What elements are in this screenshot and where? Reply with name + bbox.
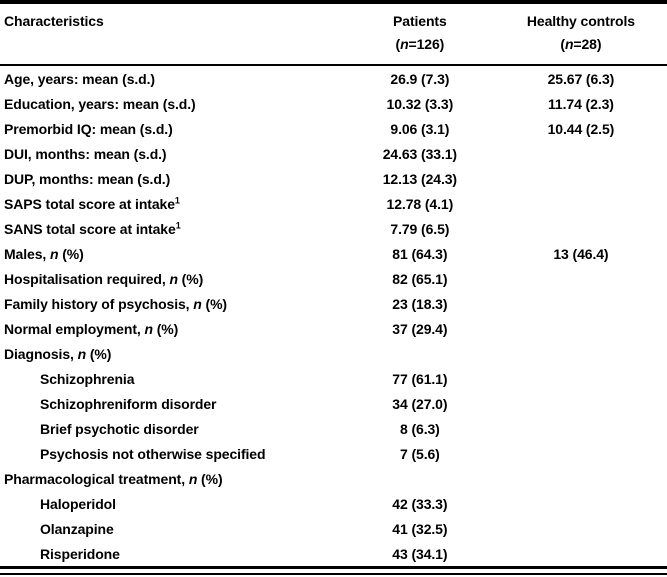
row-label: Males, n (%): [4, 245, 84, 262]
bottom-rule-gap: [0, 569, 667, 573]
table-row: DUP, months: mean (s.d.) 12.13 (24.3): [0, 166, 667, 191]
table-row: Pharmacological treatment, n (%): [0, 466, 667, 491]
row-label: Pharmacological treatment, n (%): [4, 470, 223, 487]
table-row: Risperidone 43 (34.1): [0, 541, 667, 566]
patients-value: 82 (65.1): [392, 270, 448, 287]
controls-value: 11.74 (2.3): [548, 95, 614, 112]
column-header-controls: Healthy controls (n=28): [495, 10, 667, 64]
controls-value: 10.44 (2.5): [547, 120, 615, 137]
table-row: Olanzapine 41 (32.5): [0, 516, 667, 541]
row-label: Diagnosis, n (%): [4, 345, 112, 362]
table-row: DUI, months: mean (s.d.) 24.63 (33.1): [0, 141, 667, 166]
patients-value: 12.78 (4.1): [386, 195, 454, 212]
patients-value: 42 (33.3): [392, 495, 448, 512]
top-rule: [0, 0, 667, 4]
table-row: SAPS total score at intake1 12.78 (4.1): [0, 191, 667, 216]
row-label: Hospitalisation required, n (%): [4, 270, 204, 287]
row-label: Olanzapine: [40, 520, 114, 537]
table-body: Age, years: mean (s.d.) 26.9 (7.3) 25.67 (…: [0, 66, 667, 566]
patients-value: 23 (18.3): [392, 295, 448, 312]
patients-header-n: (n=126): [395, 36, 445, 52]
patients-value: 12.13 (24.3): [382, 170, 457, 187]
row-label: Brief psychotic disorder: [40, 420, 199, 437]
table-row: Education, years: mean (s.d.) 10.32 (3.3)…: [0, 91, 667, 116]
row-label: Education, years: mean (s.d.): [4, 95, 196, 112]
patients-value: 43 (34.1): [392, 545, 448, 562]
row-label: Psychosis not otherwise specified: [40, 445, 266, 462]
table-row: Haloperidol 42 (33.3): [0, 491, 667, 516]
patients-value: 24.63 (33.1): [382, 145, 457, 162]
patients-value: 77 (61.1): [392, 370, 448, 387]
bottom-rule-thin: [0, 573, 667, 575]
row-label: SANS total score at intake1: [4, 219, 181, 237]
table-row: Diagnosis, n (%): [0, 341, 667, 366]
row-label: Age, years: mean (s.d.): [4, 70, 155, 87]
patients-value: 7.79 (6.5): [390, 220, 450, 237]
patients-value: 37 (29.4): [392, 320, 448, 337]
patients-value: 34 (27.0): [392, 395, 448, 412]
patients-value: 9.06 (3.1): [390, 120, 450, 137]
controls-header-label: Healthy controls: [526, 13, 635, 29]
table-row: Brief psychotic disorder 8 (6.3): [0, 416, 667, 441]
row-label: Risperidone: [40, 545, 120, 562]
bottom-rule-thick: [0, 566, 667, 569]
table-row: Schizophrenia 77 (61.1): [0, 366, 667, 391]
table-header: Characteristics Patients (n=126) Healthy…: [0, 4, 667, 64]
controls-header-n: (n=28): [560, 36, 602, 52]
table-row: Premorbid IQ: mean (s.d.) 9.06 (3.1) 10.44…: [0, 116, 667, 141]
table-row: Schizophreniform disorder 34 (27.0): [0, 391, 667, 416]
patients-value: 26.9 (7.3): [390, 70, 450, 87]
patients-header-label: Patients: [393, 13, 447, 29]
patients-value: 10.32 (3.3): [386, 95, 454, 112]
table-row: Age, years: mean (s.d.) 26.9 (7.3) 25.67 (…: [0, 66, 667, 91]
header-rule: [0, 64, 667, 66]
row-label: DUI, months: mean (s.d.): [4, 145, 167, 162]
table-row: Normal employment, n (%) 37 (29.4): [0, 316, 667, 341]
table-row: SANS total score at intake1 7.79 (6.5): [0, 216, 667, 241]
row-label: DUP, months: mean (s.d.): [4, 170, 171, 187]
patients-value: 41 (32.5): [392, 520, 448, 537]
row-label: Schizophreniform disorder: [40, 395, 217, 412]
row-label: Haloperidol: [40, 495, 116, 512]
patients-value: 81 (64.3): [392, 245, 448, 262]
patients-value: 7 (5.6): [399, 445, 440, 462]
column-header-patients: Patients (n=126): [345, 10, 495, 64]
row-label: SAPS total score at intake1: [4, 194, 180, 212]
row-label: Schizophrenia: [40, 370, 135, 387]
table-row: Psychosis not otherwise specified 7 (5.6): [0, 441, 667, 466]
row-label: Family history of psychosis, n (%): [4, 295, 227, 312]
controls-value: 13 (46.4): [553, 245, 609, 262]
table-row: Family history of psychosis, n (%) 23 (18…: [0, 291, 667, 316]
row-label: Premorbid IQ: mean (s.d.): [4, 120, 173, 137]
row-label: Normal employment, n (%): [4, 320, 179, 337]
table-row: Males, n (%) 81 (64.3) 13 (46.4): [0, 241, 667, 266]
patients-value: 8 (6.3): [399, 420, 440, 437]
column-header-characteristics: Characteristics: [4, 13, 104, 29]
controls-value: 25.67 (6.3): [547, 70, 615, 87]
table-row: Hospitalisation required, n (%) 82 (65.1): [0, 266, 667, 291]
